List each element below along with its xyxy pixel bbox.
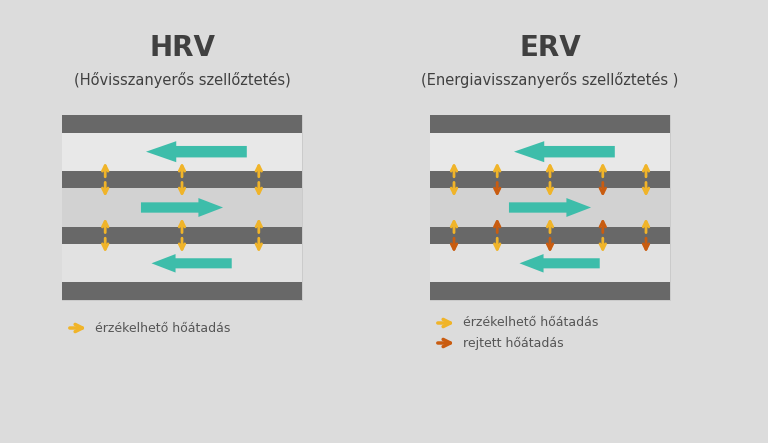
Text: érzékelhető hőátadás: érzékelhető hőátadás (95, 322, 230, 334)
FancyArrow shape (146, 141, 247, 162)
Bar (430, 115, 670, 300)
Bar (430, 171, 670, 188)
Text: HRV: HRV (149, 34, 215, 62)
Bar (62, 171, 302, 188)
Text: (Energiavisszanyerős szellőztetés ): (Energiavisszanyerős szellőztetés ) (422, 72, 679, 88)
FancyArrow shape (519, 254, 600, 272)
FancyArrow shape (509, 198, 591, 217)
Bar (430, 244, 670, 283)
Bar (430, 115, 670, 132)
Bar (430, 227, 670, 244)
Bar (430, 188, 670, 227)
Text: (Hővisszanyerős szellőztetés): (Hővisszanyerős szellőztetés) (74, 72, 290, 88)
FancyArrow shape (514, 141, 615, 162)
Bar (62, 132, 302, 171)
Bar (62, 244, 302, 283)
Text: ERV: ERV (519, 34, 581, 62)
Bar (62, 283, 302, 300)
Bar (62, 115, 302, 132)
FancyArrow shape (141, 198, 223, 217)
Bar (62, 227, 302, 244)
Text: érzékelhető hőátadás: érzékelhető hőátadás (463, 316, 598, 330)
Bar (430, 132, 670, 171)
Bar (62, 115, 302, 300)
Text: rejtett hőátadás: rejtett hőátadás (463, 336, 564, 350)
Bar (430, 283, 670, 300)
FancyArrow shape (151, 254, 232, 272)
Bar (62, 188, 302, 227)
